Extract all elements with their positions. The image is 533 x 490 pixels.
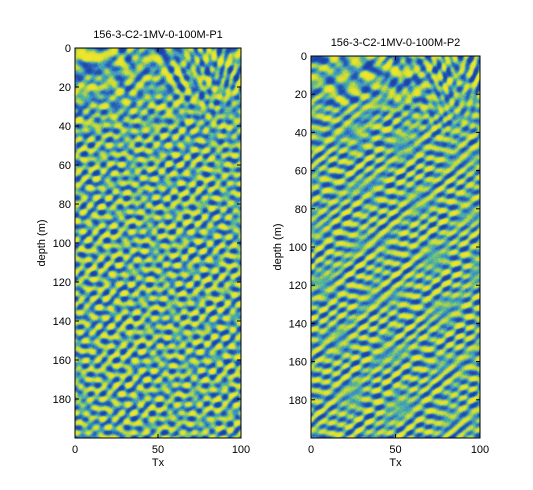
p2-ytick-label: 20 bbox=[295, 89, 307, 101]
p2-ytick-label: 0 bbox=[301, 51, 307, 63]
p1-ytick-label: 80 bbox=[59, 199, 71, 211]
p1-ytick-label: 160 bbox=[53, 355, 71, 367]
p2-panel: 0 50 100 0 20 40 60 80 100 120 140 160 180 156-3-C2-1… bbox=[272, 37, 489, 469]
p1-x-axis-label: Tx bbox=[152, 457, 165, 469]
p2-ytick-label: 120 bbox=[289, 280, 307, 292]
p2-chart-title: 156-3-C2-1MV-0-100M-P2 bbox=[331, 37, 461, 49]
p1-ytick-label: 120 bbox=[53, 277, 71, 289]
p1-panel: 0 50 100 0 20 40 60 80 100 120 140 160 180 156-3-C2-1… bbox=[36, 29, 250, 469]
p1-heatmap-field bbox=[75, 48, 241, 438]
p1-ytick-label: 100 bbox=[53, 238, 71, 250]
p2-ytick-label: 180 bbox=[289, 395, 307, 407]
p1-ytick-label: 40 bbox=[59, 121, 71, 133]
p1-chart-title: 156-3-C2-1MV-0-100M-P1 bbox=[93, 29, 223, 41]
p1-xtick-label: 50 bbox=[152, 444, 164, 456]
p2-ytick-label: 60 bbox=[295, 166, 307, 178]
p2-xtick-label: 0 bbox=[308, 444, 314, 456]
p1-ytick-label: 60 bbox=[59, 160, 71, 172]
p1-ytick-label: 0 bbox=[65, 43, 71, 55]
p2-xtick-label: 50 bbox=[389, 444, 401, 456]
p2-ytick-label: 140 bbox=[289, 318, 307, 330]
p1-xtick-label: 100 bbox=[232, 444, 250, 456]
p2-x-axis-label: Tx bbox=[389, 457, 402, 469]
p2-xtick-label: 100 bbox=[471, 444, 489, 456]
p2-ytick-label: 40 bbox=[295, 127, 307, 139]
p2-ytick-label: 160 bbox=[289, 357, 307, 369]
p2-ytick-label: 100 bbox=[289, 242, 307, 254]
p1-ytick-label: 140 bbox=[53, 316, 71, 328]
p2-ytick-label: 80 bbox=[295, 204, 307, 216]
p2-heatmap-field bbox=[311, 56, 480, 438]
p1-y-axis-label: depth (m) bbox=[36, 219, 48, 266]
p1-ytick-label: 20 bbox=[59, 82, 71, 94]
p1-ytick-label: 180 bbox=[53, 394, 71, 406]
p1-xtick-label: 0 bbox=[72, 444, 78, 456]
p2-y-axis-label: depth (m) bbox=[272, 223, 284, 270]
